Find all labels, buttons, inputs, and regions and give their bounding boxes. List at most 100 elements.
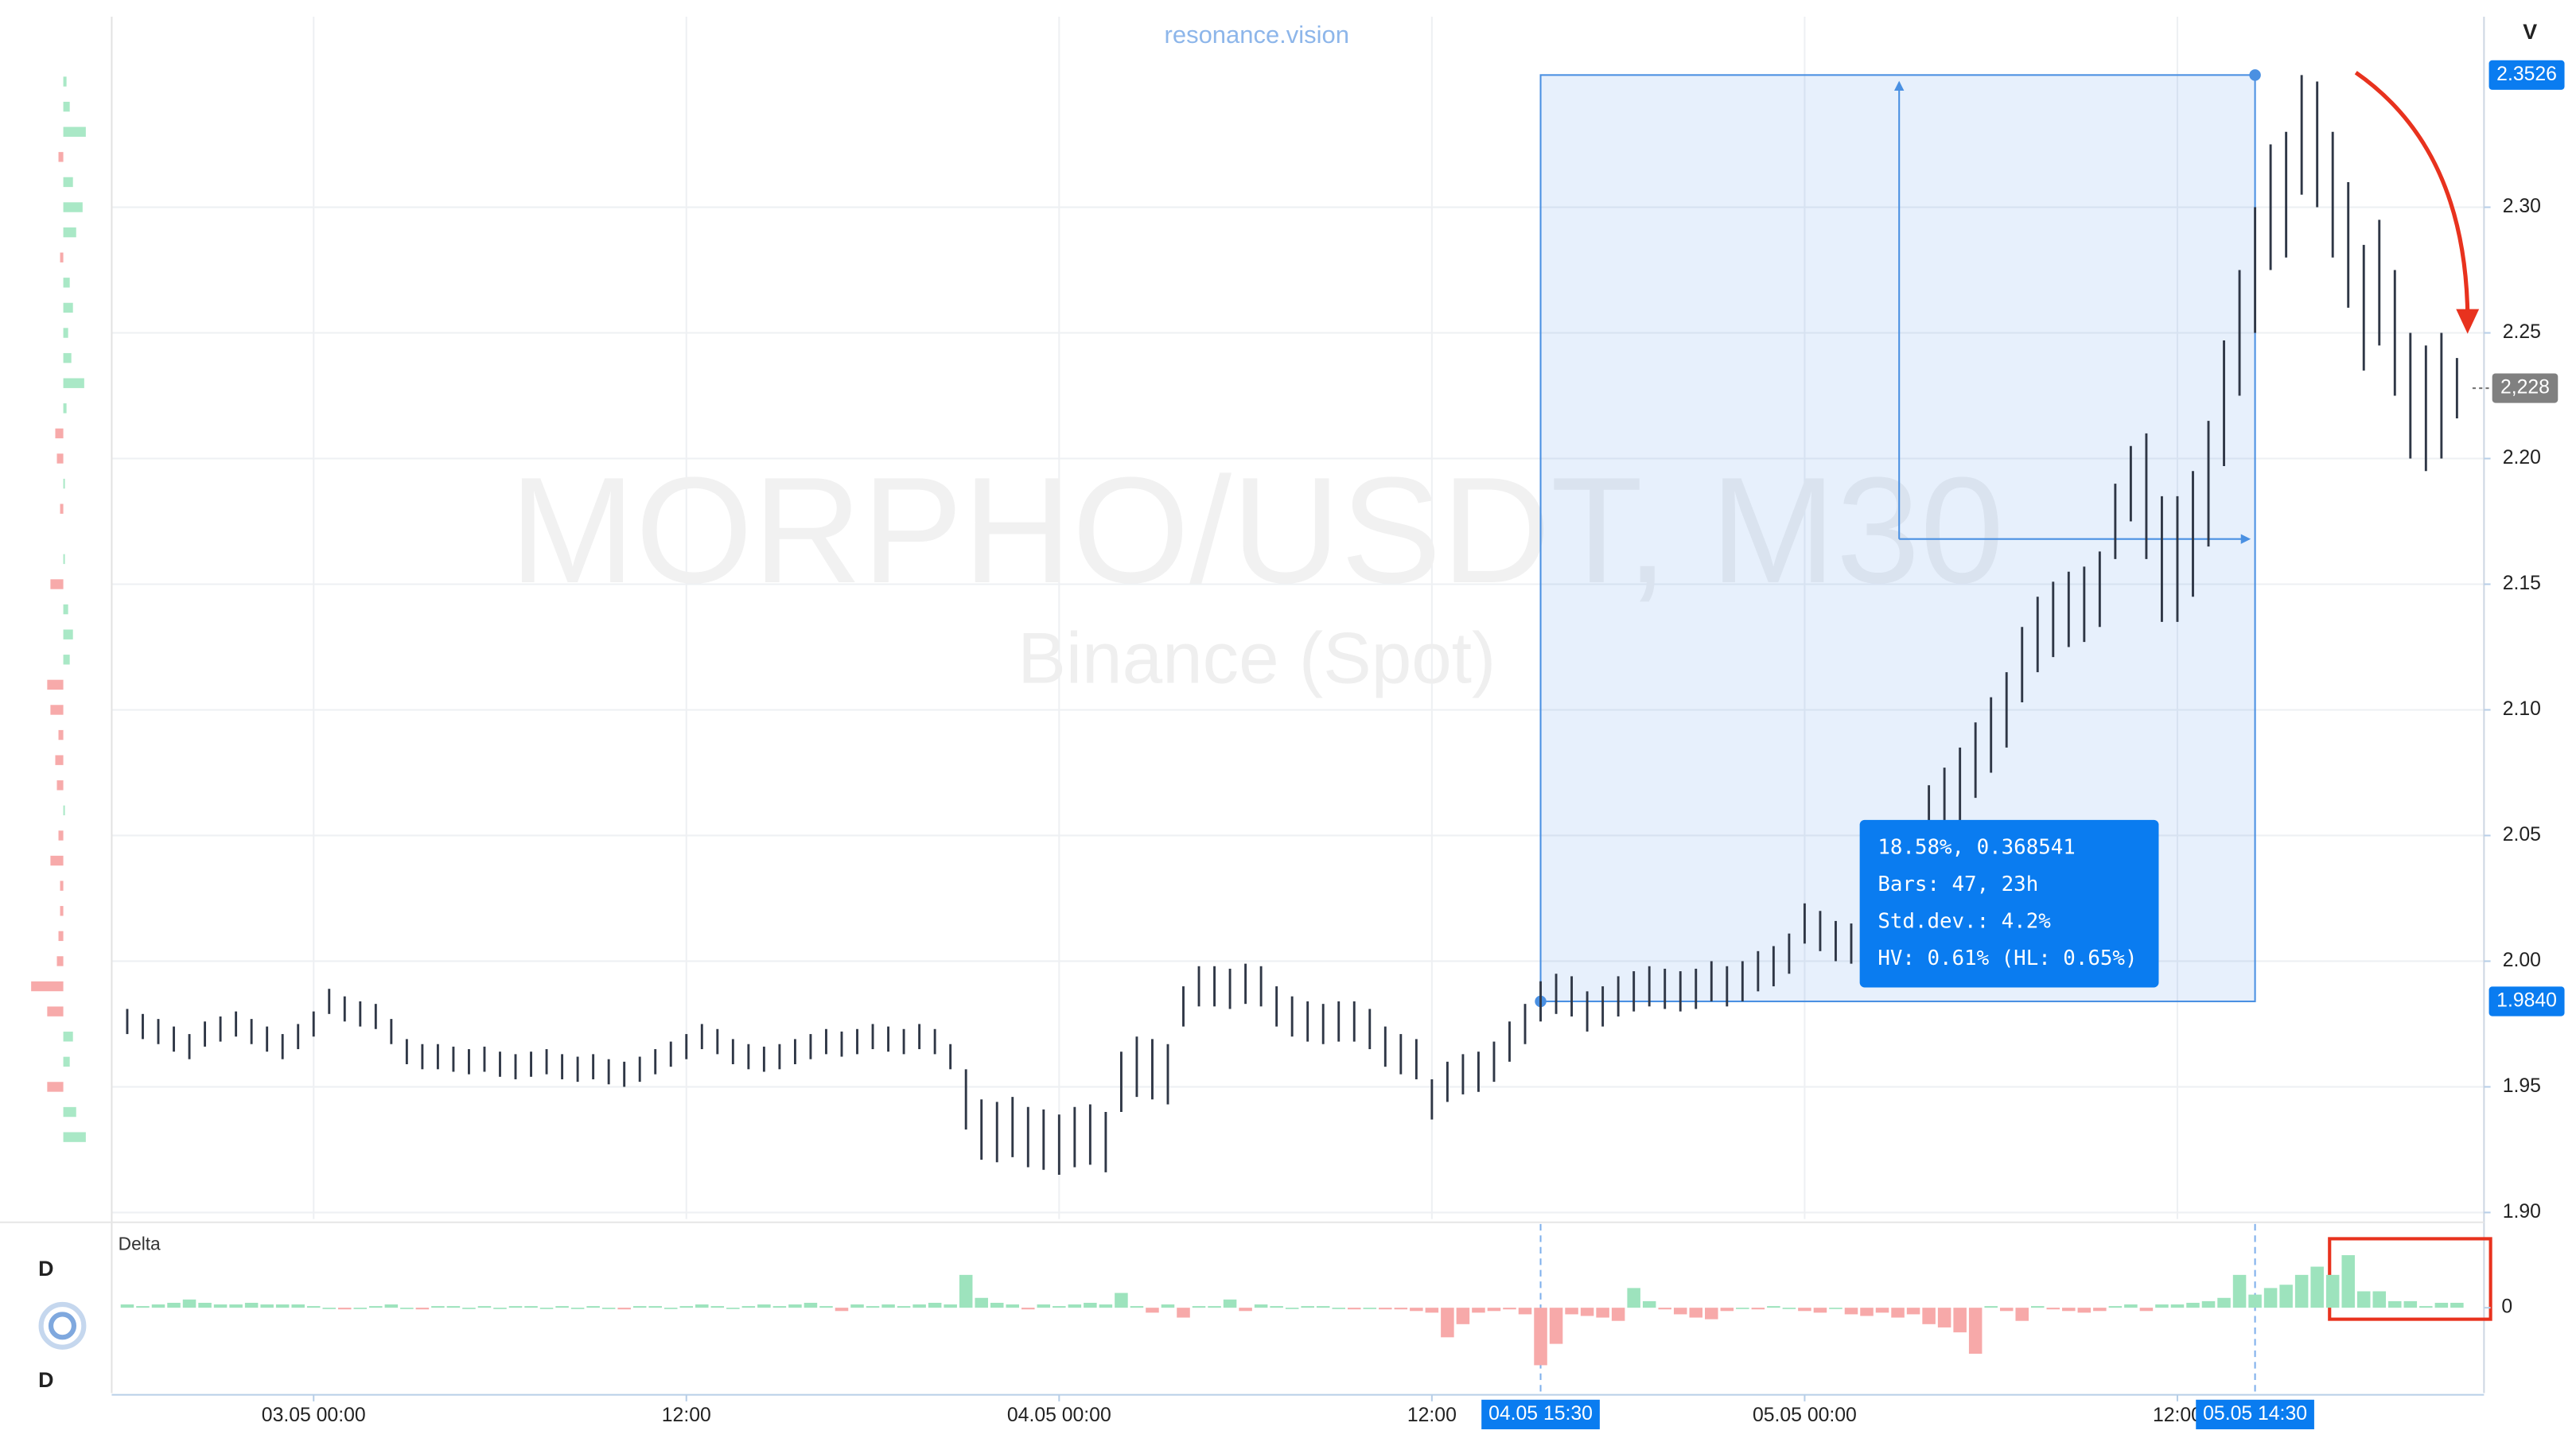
profile-bar — [63, 352, 72, 363]
profile-bar — [58, 830, 64, 841]
delta-bar — [741, 1306, 756, 1308]
x-tick-label: 04.05 00:00 — [1007, 1405, 1111, 1426]
profile-bar — [50, 705, 64, 715]
time-marker-label: 05.05 14:30 — [2203, 1403, 2307, 1425]
delta-bar — [1736, 1308, 1749, 1309]
delta-bar — [1223, 1299, 1237, 1308]
delta-bar — [2170, 1304, 2185, 1308]
delta-bar — [384, 1304, 399, 1308]
delta-bar — [2279, 1285, 2293, 1308]
delta-bar — [1751, 1308, 1765, 1310]
profile-bar — [63, 378, 84, 388]
delta-bar — [120, 1304, 134, 1308]
delta-bar — [462, 1308, 476, 1309]
time-marker — [1481, 1399, 1600, 1429]
delta-bar — [663, 1308, 678, 1309]
delta-tick-label: 0 — [2501, 1296, 2512, 1318]
delta-bar — [959, 1274, 973, 1308]
delta-bar — [1099, 1304, 1113, 1308]
profile-bar — [50, 579, 64, 589]
delta-bar — [990, 1302, 1004, 1308]
profile-bar — [63, 202, 83, 212]
corner-label: V — [2523, 20, 2537, 44]
delta-bar — [1813, 1308, 1827, 1313]
delta-bar — [2356, 1291, 2371, 1308]
delta-bar — [586, 1306, 600, 1308]
delta-bar — [2403, 1300, 2418, 1308]
delta-bar — [508, 1306, 523, 1308]
measure-text: 18.58%, 0.368541 — [1878, 835, 2076, 859]
x-tick-label: 05.05 00:00 — [1753, 1405, 1857, 1426]
delta-bar — [1767, 1306, 1780, 1308]
delta-bar — [1673, 1308, 1687, 1315]
y-tick-label: 2.15 — [2503, 573, 2541, 594]
delta-bar — [912, 1304, 926, 1308]
delta-bar — [772, 1306, 787, 1308]
delta-bar — [2031, 1306, 2045, 1308]
delta-bar — [1503, 1308, 1516, 1310]
profile-bar — [63, 1056, 70, 1067]
delta-bar — [353, 1308, 368, 1309]
x-tick-label: 12:00 — [662, 1405, 711, 1426]
profile-bar — [63, 403, 67, 414]
profile-bar — [50, 855, 64, 866]
delta-bar — [1472, 1308, 1485, 1313]
x-tick-label: 03.05 00:00 — [262, 1405, 366, 1426]
delta-bar — [1689, 1308, 1703, 1318]
delta-bar — [1021, 1308, 1035, 1310]
delta-bar — [570, 1308, 585, 1309]
delta-title: Delta — [119, 1234, 161, 1254]
y-tick-label: 1.90 — [2503, 1201, 2541, 1222]
delta-bar — [1425, 1308, 1439, 1313]
delta-bar — [1115, 1292, 1128, 1308]
profile-bar — [63, 629, 73, 639]
delta-bar — [1658, 1308, 1671, 1310]
profile-bar — [63, 478, 65, 489]
delta-bar — [804, 1302, 818, 1308]
y-tick-label: 2.00 — [2503, 950, 2541, 971]
price-marker-label: 2.3526 — [2496, 64, 2557, 85]
delta-bar — [1208, 1306, 1221, 1308]
delta-bar — [2388, 1300, 2402, 1308]
delta-bar — [1860, 1308, 1874, 1316]
delta-bar — [260, 1304, 274, 1308]
price-marker-label: 1.9840 — [2496, 990, 2557, 1012]
measure-info — [1859, 819, 2159, 988]
profile-bar — [56, 780, 64, 791]
delta-bar — [2186, 1302, 2200, 1308]
delta-bar — [1053, 1306, 1066, 1308]
delta-bar — [2263, 1288, 2278, 1308]
measure-text: HV: 0.61% (HL: 0.65%) — [1878, 947, 2137, 970]
profile-bar — [60, 252, 64, 262]
watermark-title: MORPHO/USDT, M30 — [509, 446, 2004, 615]
profile-bar — [55, 428, 64, 439]
delta-bar — [198, 1302, 212, 1308]
delta-bar — [229, 1304, 243, 1308]
y-tick-label: 2.20 — [2503, 447, 2541, 468]
delta-bar — [1084, 1302, 1097, 1308]
delta-bar — [1720, 1308, 1734, 1312]
delta-bar — [1782, 1308, 1796, 1309]
delta-bar — [1549, 1308, 1563, 1344]
delta-bar — [1068, 1304, 1082, 1308]
measure-text: Bars: 47, 23h — [1878, 873, 2038, 896]
delta-bar — [2139, 1308, 2154, 1312]
delta-bar — [819, 1306, 833, 1308]
profile-bar — [60, 503, 64, 514]
delta-bar — [2217, 1297, 2231, 1308]
delta-bar — [275, 1304, 290, 1308]
delta-bar — [1627, 1288, 1640, 1308]
profile-bar — [63, 655, 70, 665]
delta-bar — [1953, 1308, 1967, 1333]
delta-bar — [306, 1306, 321, 1308]
delta-bar — [928, 1302, 942, 1308]
profile-bar — [63, 278, 70, 288]
delta-bar — [2015, 1308, 2029, 1321]
delta-bar — [788, 1304, 802, 1308]
delta-bar — [369, 1306, 383, 1308]
delta-bar — [1270, 1306, 1283, 1308]
delta-bar — [2108, 1306, 2123, 1308]
delta-bar — [1254, 1304, 1268, 1308]
